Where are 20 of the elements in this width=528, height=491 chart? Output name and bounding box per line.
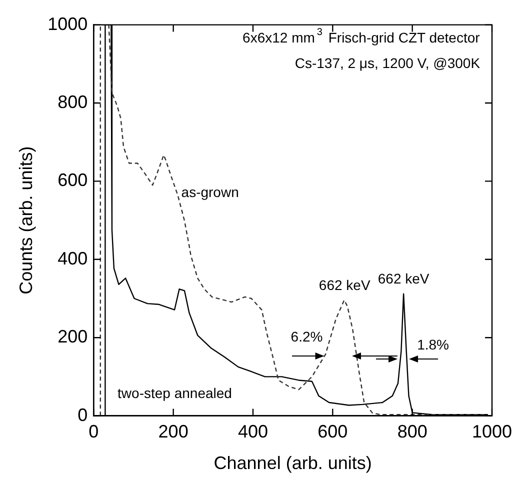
x-tick-label: 1000: [472, 422, 512, 442]
annotation: 662 keV: [318, 276, 371, 293]
annotation: 662 keV: [378, 270, 430, 287]
y-axis-title: Counts (arb. units): [16, 146, 36, 294]
x-axis-title: Channel (arb. units): [214, 453, 372, 474]
x-tick-label: 800: [397, 422, 428, 442]
y-tick-label: 800: [58, 92, 88, 112]
y-tick-label: 1000: [48, 14, 88, 34]
x-tick-label: 200: [158, 422, 188, 442]
y-tick-label: 200: [58, 326, 88, 347]
annotation: 6.2%: [290, 328, 323, 344]
y-tick-label: 600: [58, 170, 88, 190]
y-tick-label: 400: [58, 248, 88, 268]
annotation: 1.8%: [417, 336, 450, 352]
annotation: Cs-137, 2 μs, 1200 V, @300K: [294, 54, 481, 71]
series-label: as-grown: [181, 184, 239, 200]
x-tick-label: 600: [318, 422, 348, 442]
x-tick-label: 400: [238, 422, 268, 442]
y-tick-label: 0: [78, 404, 88, 425]
series-label: two-step annealed: [118, 385, 232, 402]
